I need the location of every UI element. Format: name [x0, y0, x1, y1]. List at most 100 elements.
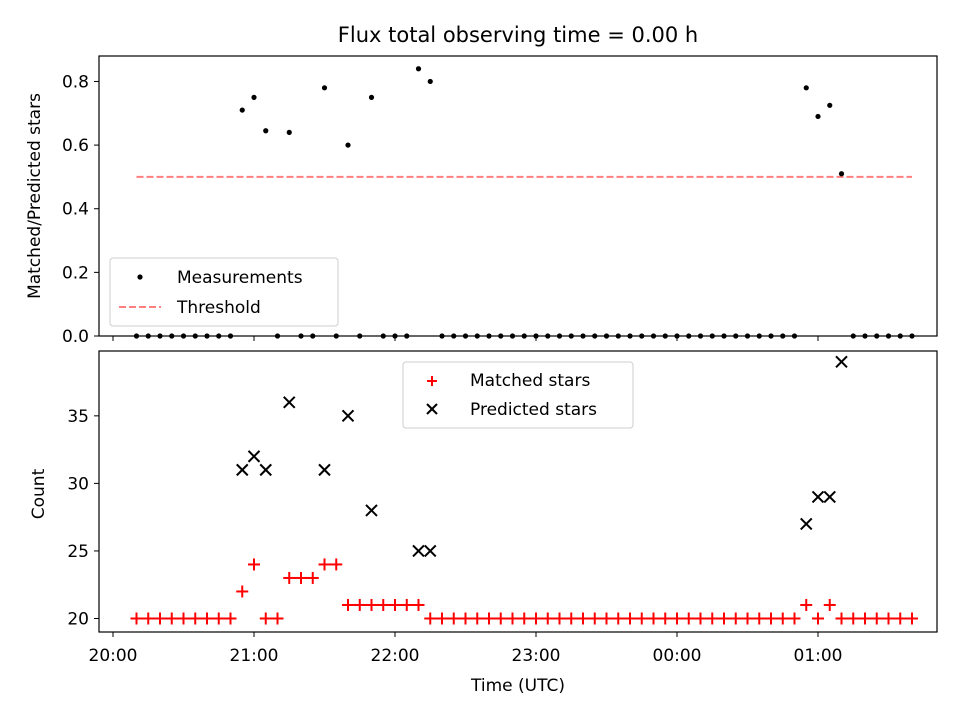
predicted-star-point	[247, 450, 261, 463]
matched-star-point	[671, 612, 683, 625]
predicted-star-point	[424, 544, 437, 558]
matched-star-point	[600, 612, 613, 625]
bottom-y-tick-label: 30	[67, 474, 89, 494]
matched-star-point	[459, 612, 472, 625]
matched-star-point	[318, 558, 331, 571]
matched-star-point	[612, 612, 625, 625]
matched-star-point	[530, 612, 542, 625]
matched-star-point	[494, 612, 507, 625]
legend-predicted-label: Predicted stars	[470, 400, 597, 420]
top-y-tick-label: 0.0	[62, 327, 89, 347]
matched-star-point	[483, 612, 495, 625]
measurement-point	[239, 107, 245, 113]
bottom-axes-frame	[98, 350, 938, 633]
matched-star-point	[765, 612, 777, 625]
matched-star-point	[541, 612, 554, 625]
matched-star-point	[365, 598, 378, 611]
matched-star-point	[682, 612, 695, 625]
matched-star-point	[142, 612, 155, 625]
predicted-star-point	[835, 355, 848, 369]
matched-star-point	[130, 612, 143, 625]
legend-measurements-label: Measurements	[177, 268, 303, 288]
top-y-ticks: 0.0 0.2 0.4 0.6 0.8	[62, 72, 99, 347]
matched-star-point	[212, 612, 225, 625]
matched-star-point	[624, 612, 636, 625]
measurement-point	[427, 78, 433, 85]
matched-star-point	[812, 612, 824, 625]
measurement-point	[321, 85, 328, 91]
matched-star-point	[577, 612, 589, 625]
matched-star-point	[776, 612, 789, 625]
top-x-ticks	[112, 336, 819, 341]
matched-star-point	[729, 612, 742, 625]
matched-star-point	[330, 558, 343, 571]
top-axes-frame	[98, 55, 938, 337]
measurement-point	[838, 171, 845, 177]
matched-star-point	[553, 612, 566, 625]
matched-star-point	[283, 571, 296, 584]
measurement-point	[827, 102, 833, 108]
matched-star-point	[753, 612, 766, 625]
bottom-y-axis-label: Count	[29, 468, 49, 519]
matched-star-point	[906, 612, 918, 625]
matched-star-point	[306, 571, 319, 584]
predicted-star-point	[318, 463, 331, 477]
matched-star-point	[201, 612, 213, 625]
x-axis-label: Time (UTC)	[470, 676, 565, 696]
top-y-axis-label: Matched/Predicted stars	[25, 93, 45, 299]
predicted-star-point	[259, 463, 272, 477]
matched-star-point	[835, 612, 848, 625]
matched-star-point	[353, 598, 366, 611]
matched-star-point	[859, 612, 871, 625]
matched-star-point	[506, 612, 519, 625]
matched-star-point	[741, 612, 754, 625]
bottom-y-ticks: 20 25 30 35	[67, 407, 99, 629]
matched-star-point	[870, 612, 883, 625]
x-tick-label: 20:00	[89, 646, 138, 666]
predicted-star-point	[341, 409, 355, 423]
matched-star-point	[706, 612, 719, 625]
legend-predicted-marker	[426, 403, 438, 415]
matched-star-point	[635, 612, 648, 625]
legend-threshold-label: Threshold	[176, 298, 261, 318]
matched-star-point	[882, 612, 895, 625]
matched-star-point	[177, 612, 190, 625]
bottom-marks	[130, 355, 918, 625]
legend-matched-marker	[427, 376, 437, 386]
matched-star-point	[694, 612, 707, 625]
top-y-tick-label: 0.8	[62, 72, 89, 92]
matched-star-point	[518, 612, 531, 625]
matched-star-point	[165, 612, 178, 625]
top-legend-frame	[109, 257, 339, 327]
predicted-star-point	[811, 490, 825, 504]
matched-star-point	[389, 598, 401, 611]
top-y-tick-label: 0.2	[62, 263, 89, 283]
x-tick-label: 22:00	[371, 646, 420, 666]
matched-star-point	[189, 612, 202, 625]
measurement-point	[815, 113, 821, 120]
top-y-tick-label: 0.4	[62, 200, 89, 220]
matched-star-point	[412, 598, 425, 611]
predicted-star-point	[800, 517, 813, 531]
measurement-point	[415, 66, 422, 72]
matched-star-point	[588, 612, 601, 625]
matched-star-point	[154, 612, 166, 625]
matched-star-point	[248, 558, 260, 571]
x-tick-label: 00:00	[653, 646, 702, 666]
matched-star-point	[424, 612, 437, 625]
matched-star-point	[259, 612, 272, 625]
bottom-y-tick-label: 20	[67, 609, 89, 629]
bottom-y-tick-label: 25	[67, 542, 89, 562]
matched-star-point	[236, 585, 249, 598]
top-y-tick-label: 0.6	[62, 136, 89, 156]
matched-star-point	[823, 598, 836, 611]
x-tick-label: 01:00	[794, 646, 843, 666]
matched-star-point	[295, 571, 307, 584]
matched-star-point	[271, 612, 284, 625]
matched-star-point	[894, 612, 907, 625]
predicted-star-point	[283, 396, 296, 409]
matched-star-point	[342, 598, 354, 611]
bottom-y-tick-label: 35	[67, 407, 89, 427]
matched-star-point	[377, 598, 390, 611]
